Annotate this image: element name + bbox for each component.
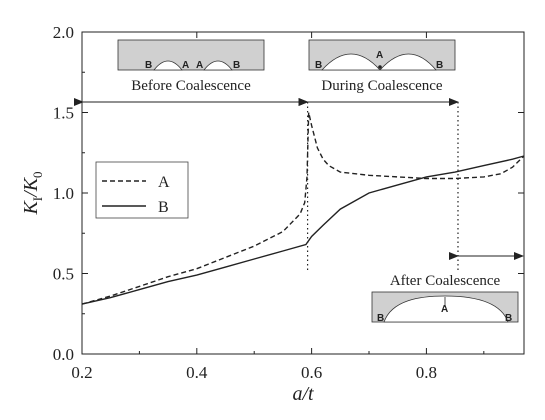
inset-during-point bbox=[378, 65, 382, 69]
y-axis-title-slash: /K bbox=[20, 176, 42, 198]
inset-during: B A B During Coalescence bbox=[308, 39, 456, 94]
inset-after-label-b2: B bbox=[505, 313, 512, 324]
inset-during-label-a: A bbox=[376, 50, 383, 61]
legend: A B bbox=[95, 161, 189, 219]
x-axis-title: a/t bbox=[292, 383, 314, 405]
svg-text:KI/K0: KI/K0 bbox=[20, 171, 45, 215]
inset-before: B A A B Before Coalescence bbox=[117, 39, 265, 94]
inset-before-crack-right bbox=[203, 60, 233, 71]
inset-before-caption: Before Coalescence bbox=[131, 78, 251, 94]
series-line-a bbox=[81, 112, 525, 305]
region-arrows bbox=[74, 98, 524, 260]
vertical-markers bbox=[306, 102, 459, 270]
inset-after-label-b1: B bbox=[377, 313, 384, 324]
inset-during-label-b2: B bbox=[436, 60, 443, 71]
inset-after-label-a: A bbox=[441, 304, 448, 315]
legend-box bbox=[95, 161, 189, 219]
series-group bbox=[81, 112, 525, 305]
x-tick-label: 0.8 bbox=[416, 363, 437, 382]
legend-label-b: B bbox=[158, 199, 169, 216]
inset-during-caption: During Coalescence bbox=[321, 78, 443, 94]
y-tick-label: 2.0 bbox=[53, 23, 74, 42]
axis-tick-labels: 0.2 0.4 0.6 0.8 0.0 0.5 1.0 1.5 2.0 bbox=[53, 23, 437, 382]
inset-before-plate bbox=[117, 39, 265, 71]
series-line-b bbox=[81, 155, 525, 305]
x-tick-label: 0.6 bbox=[301, 363, 322, 382]
inset-after-caption: After Coalescence bbox=[390, 273, 501, 289]
inset-during-crack bbox=[321, 53, 437, 71]
inset-before-crack-left bbox=[153, 60, 183, 71]
x-tick-label: 0.4 bbox=[186, 363, 208, 382]
inset-before-label-b2: B bbox=[233, 60, 240, 71]
inset-during-label-b1: B bbox=[315, 60, 322, 71]
inset-before-label-b1: B bbox=[145, 60, 152, 71]
legend-label-a: A bbox=[158, 174, 170, 191]
inset-after: After Coalescence B A B bbox=[371, 273, 519, 324]
y-tick-label: 1.5 bbox=[53, 104, 74, 123]
y-tick-label: 1.0 bbox=[53, 184, 74, 203]
y-axis-title-sub2: 0 bbox=[30, 171, 45, 178]
y-axis-title: KI/K0 bbox=[20, 171, 45, 215]
inset-before-label-a2: A bbox=[196, 60, 203, 71]
y-axis-title-k: K bbox=[20, 200, 42, 216]
inset-before-label-a1: A bbox=[182, 60, 189, 71]
x-tick-label: 0.2 bbox=[71, 363, 92, 382]
y-axis-title-sub1: I bbox=[30, 197, 45, 201]
y-tick-label: 0.0 bbox=[53, 345, 74, 364]
y-tick-label: 0.5 bbox=[53, 265, 74, 284]
axis-ticks bbox=[81, 31, 524, 355]
inset-after-crack bbox=[383, 295, 509, 323]
